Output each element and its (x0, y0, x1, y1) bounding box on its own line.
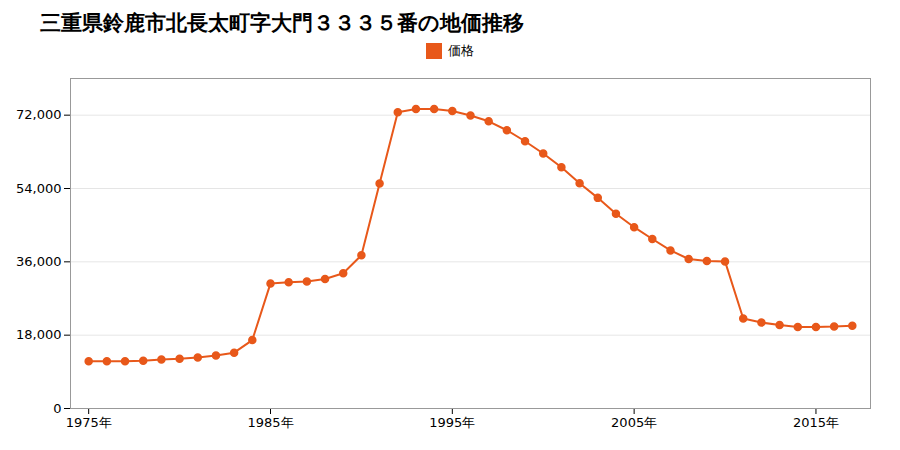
html-text:三重県鈴鹿市北長太町字大門３３３５番の地価推移: 三重県鈴鹿市北長太町字大門３３３５番の地価推移 (40, 11, 524, 35)
html-text:価格: 価格 (448, 43, 474, 58)
svg-text:54,000: 54,000 (16, 181, 62, 196)
svg-text:2005年: 2005年 (611, 415, 657, 430)
svg-text:1975年: 1975年 (66, 415, 112, 430)
svg-text:36,000: 36,000 (16, 254, 62, 269)
svg-text:0: 0 (53, 401, 61, 416)
svg-text:18,000: 18,000 (16, 327, 62, 342)
svg-text:1995年: 1995年 (429, 415, 475, 430)
svg-text:72,000: 72,000 (16, 107, 62, 122)
svg-text:1985年: 1985年 (247, 415, 293, 430)
svg-text:2015年: 2015年 (793, 415, 839, 430)
